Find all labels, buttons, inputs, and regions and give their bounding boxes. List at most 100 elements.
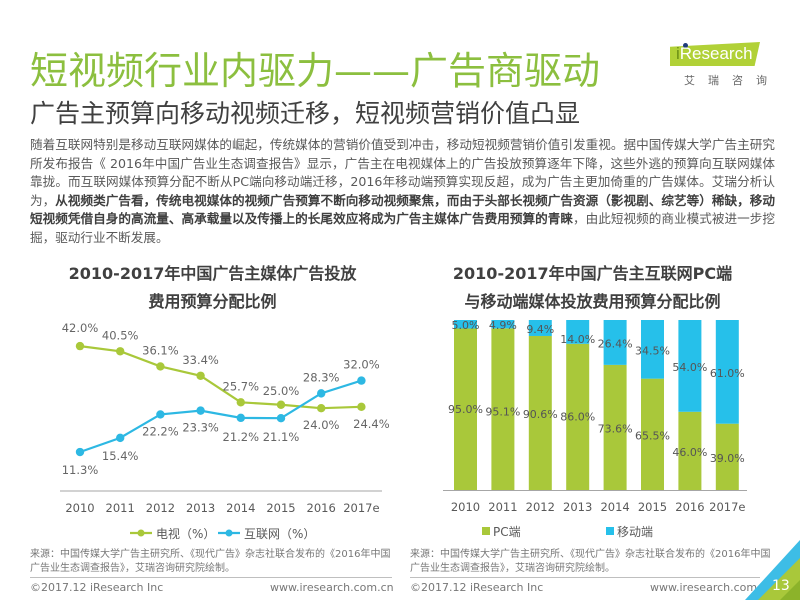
body-paragraph: 随着互联网特别是移动互联网媒体的崛起，传统媒体的营销价值受到冲击，移动短视频营销… — [30, 136, 775, 247]
body-text-bold: 从视频类广告看，传统电视媒体的视频广告预算不断向移动视频聚焦，而由于头部长视频广… — [30, 192, 776, 227]
legend-label: 移动端 — [617, 525, 653, 539]
line-chart-title-line1: 2010-2017年中国广告主媒体广告投放 — [68, 264, 357, 283]
bar-pc — [454, 328, 477, 490]
line-chart-x-tick-label: 2015 — [266, 501, 295, 515]
bar-pc — [603, 364, 627, 490]
bar-chart-x-tick-label: 2012 — [526, 500, 555, 514]
line-point-internet — [75, 447, 85, 457]
line-data-label: 25.0% — [263, 384, 300, 398]
bar-mobile-label: 9.4% — [526, 323, 554, 336]
line-data-label: 11.3% — [62, 463, 99, 477]
bar-pc — [715, 423, 739, 490]
line-point-internet — [276, 414, 286, 423]
line-data-label: 24.0% — [303, 418, 340, 432]
bar-pc — [641, 378, 664, 490]
line-point-internet — [156, 410, 165, 419]
line-point-internet — [357, 376, 366, 385]
line-point-tv — [196, 371, 205, 380]
bar-chart-x-tick-label: 2015 — [638, 500, 667, 514]
bar-pc — [678, 411, 702, 490]
line-point-tv — [317, 404, 326, 413]
line-data-label: 36.1% — [142, 343, 179, 357]
line-data-label: 21.2% — [223, 430, 260, 444]
bar-mobile-label: 34.5% — [635, 344, 670, 357]
line-point-internet — [236, 413, 245, 423]
bar-chart-source: 来源：中国传媒大学广告主研究所、《现代广告》杂志社联合发布的《2016年中国广告… — [410, 549, 771, 574]
line-chart-x-tick-label: 2012 — [146, 501, 175, 515]
line-series-internet — [79, 379, 362, 454]
bar-chart-x-tick-label: 2014 — [600, 500, 629, 514]
legend-marker-icon — [137, 529, 145, 537]
footer-divider-left — [30, 577, 392, 578]
legend-label: 互联网（%） — [244, 527, 315, 541]
line-chart-x-tick-label: 2010 — [65, 501, 94, 515]
line-data-label: 28.3% — [303, 370, 340, 384]
bar-chart-title-line1: 2010-2017年中国广告主互联网PC端 — [452, 264, 733, 283]
logo-chinese-name: 艾瑞咨询 — [684, 74, 780, 87]
bar-pc — [566, 343, 590, 490]
line-point-internet — [196, 406, 205, 415]
footer-copyright-left: ©2017.12 iResearch Inc — [30, 581, 164, 594]
bar-mobile-label: 26.4% — [598, 337, 633, 350]
bar-pc-label: 95.1% — [485, 406, 520, 419]
line-chart-x-tick-label: 2017e — [343, 501, 379, 515]
footer-divider-right — [410, 577, 760, 578]
page-subtitle: 广告主预算向移动视频迁移，短视频营销价值凸显 — [30, 99, 581, 128]
line-series-tv — [79, 345, 362, 410]
line-data-label: 42.0% — [62, 321, 99, 335]
line-chart-title-line2: 费用预算分配比例 — [148, 292, 277, 311]
bar-mobile-label: 61.0% — [710, 367, 745, 380]
bar-chart-x-tick-label: 2013 — [563, 500, 592, 514]
legend-marker-icon — [225, 529, 233, 537]
line-chart-x-tick-label: 2014 — [226, 501, 255, 515]
page-number: 13 — [772, 578, 790, 594]
logo-brand-name: Research — [679, 44, 753, 63]
bar-pc-label: 65.5% — [635, 429, 670, 442]
line-chart-x-tick-label: 2013 — [186, 501, 215, 515]
bar-chart: 5.0% 95.0% 2010 4.9% 95.1% 2011 9.4% 90.6% 2012 1… — [443, 319, 747, 539]
line-data-label: 33.4% — [182, 353, 219, 367]
bar-mobile-label: 14.0% — [560, 333, 595, 346]
corner-blue-stripe — [745, 540, 800, 600]
line-data-label: 22.2% — [142, 424, 179, 438]
logo-dot — [683, 43, 688, 48]
line-point-tv — [116, 347, 125, 356]
bar-chart-x-tick-label: 2011 — [488, 500, 517, 514]
logo-brand-text: iResearch — [676, 44, 753, 64]
line-chart-x-tick-label: 2016 — [307, 501, 336, 515]
body-text-part1: 随着互联网特别是移动互联网媒体的崛起，传统媒体的营销价值受到冲击，移动短视频营销… — [30, 137, 775, 208]
corner-green-triangle — [758, 558, 800, 600]
bar-pc — [491, 328, 515, 490]
bar-pc — [528, 335, 552, 490]
line-point-tv — [75, 341, 85, 351]
bar-mobile — [566, 320, 590, 344]
line-point-internet — [317, 389, 326, 398]
line-point-tv — [276, 400, 286, 409]
line-data-label: 23.3% — [182, 421, 219, 435]
line-point-tv — [236, 398, 245, 407]
line-data-label: 40.5% — [102, 328, 139, 342]
bar-chart-x-tick-label: 2010 — [451, 500, 480, 514]
bar-pc-label: 73.6% — [598, 422, 633, 435]
corner-dark-green-triangle — [780, 580, 800, 600]
bar-pc-label: 90.6% — [523, 408, 558, 421]
bar-pc-label: 95.0% — [448, 403, 483, 416]
line-data-label: 32.0% — [343, 358, 380, 372]
line-data-label: 15.4% — [102, 449, 139, 463]
line-data-label: 24.4% — [353, 417, 390, 431]
line-point-tv — [156, 362, 165, 371]
line-chart-x-tick-label: 2011 — [106, 501, 135, 515]
iresearch-logo: iResearch 艾瑞咨询 — [662, 42, 767, 102]
footer-website-left: www.iresearch.com.cn — [270, 581, 394, 594]
line-data-label: 25.7% — [223, 379, 260, 393]
bar-chart-x-tick-label: 2017e — [709, 500, 745, 514]
bar-mobile-label: 54.0% — [672, 361, 707, 374]
line-chart: 2010 2011 2012 2013 2014 2015 2016 2017e 42.0%40… — [60, 321, 390, 541]
bar-pc-label: 86.0% — [560, 411, 595, 424]
page-title: 短视频行业内驱力——广告商驱动 — [30, 49, 601, 93]
legend-square-icon — [606, 527, 614, 535]
footer-copyright-right: ©2017.12 iResearch Inc — [410, 581, 544, 594]
legend-square-icon — [482, 527, 490, 535]
bar-mobile — [528, 320, 552, 336]
body-text-part2: ，由此短视频的商业模式被进一步挖掘，驱动行业不断发展。 — [30, 211, 776, 245]
